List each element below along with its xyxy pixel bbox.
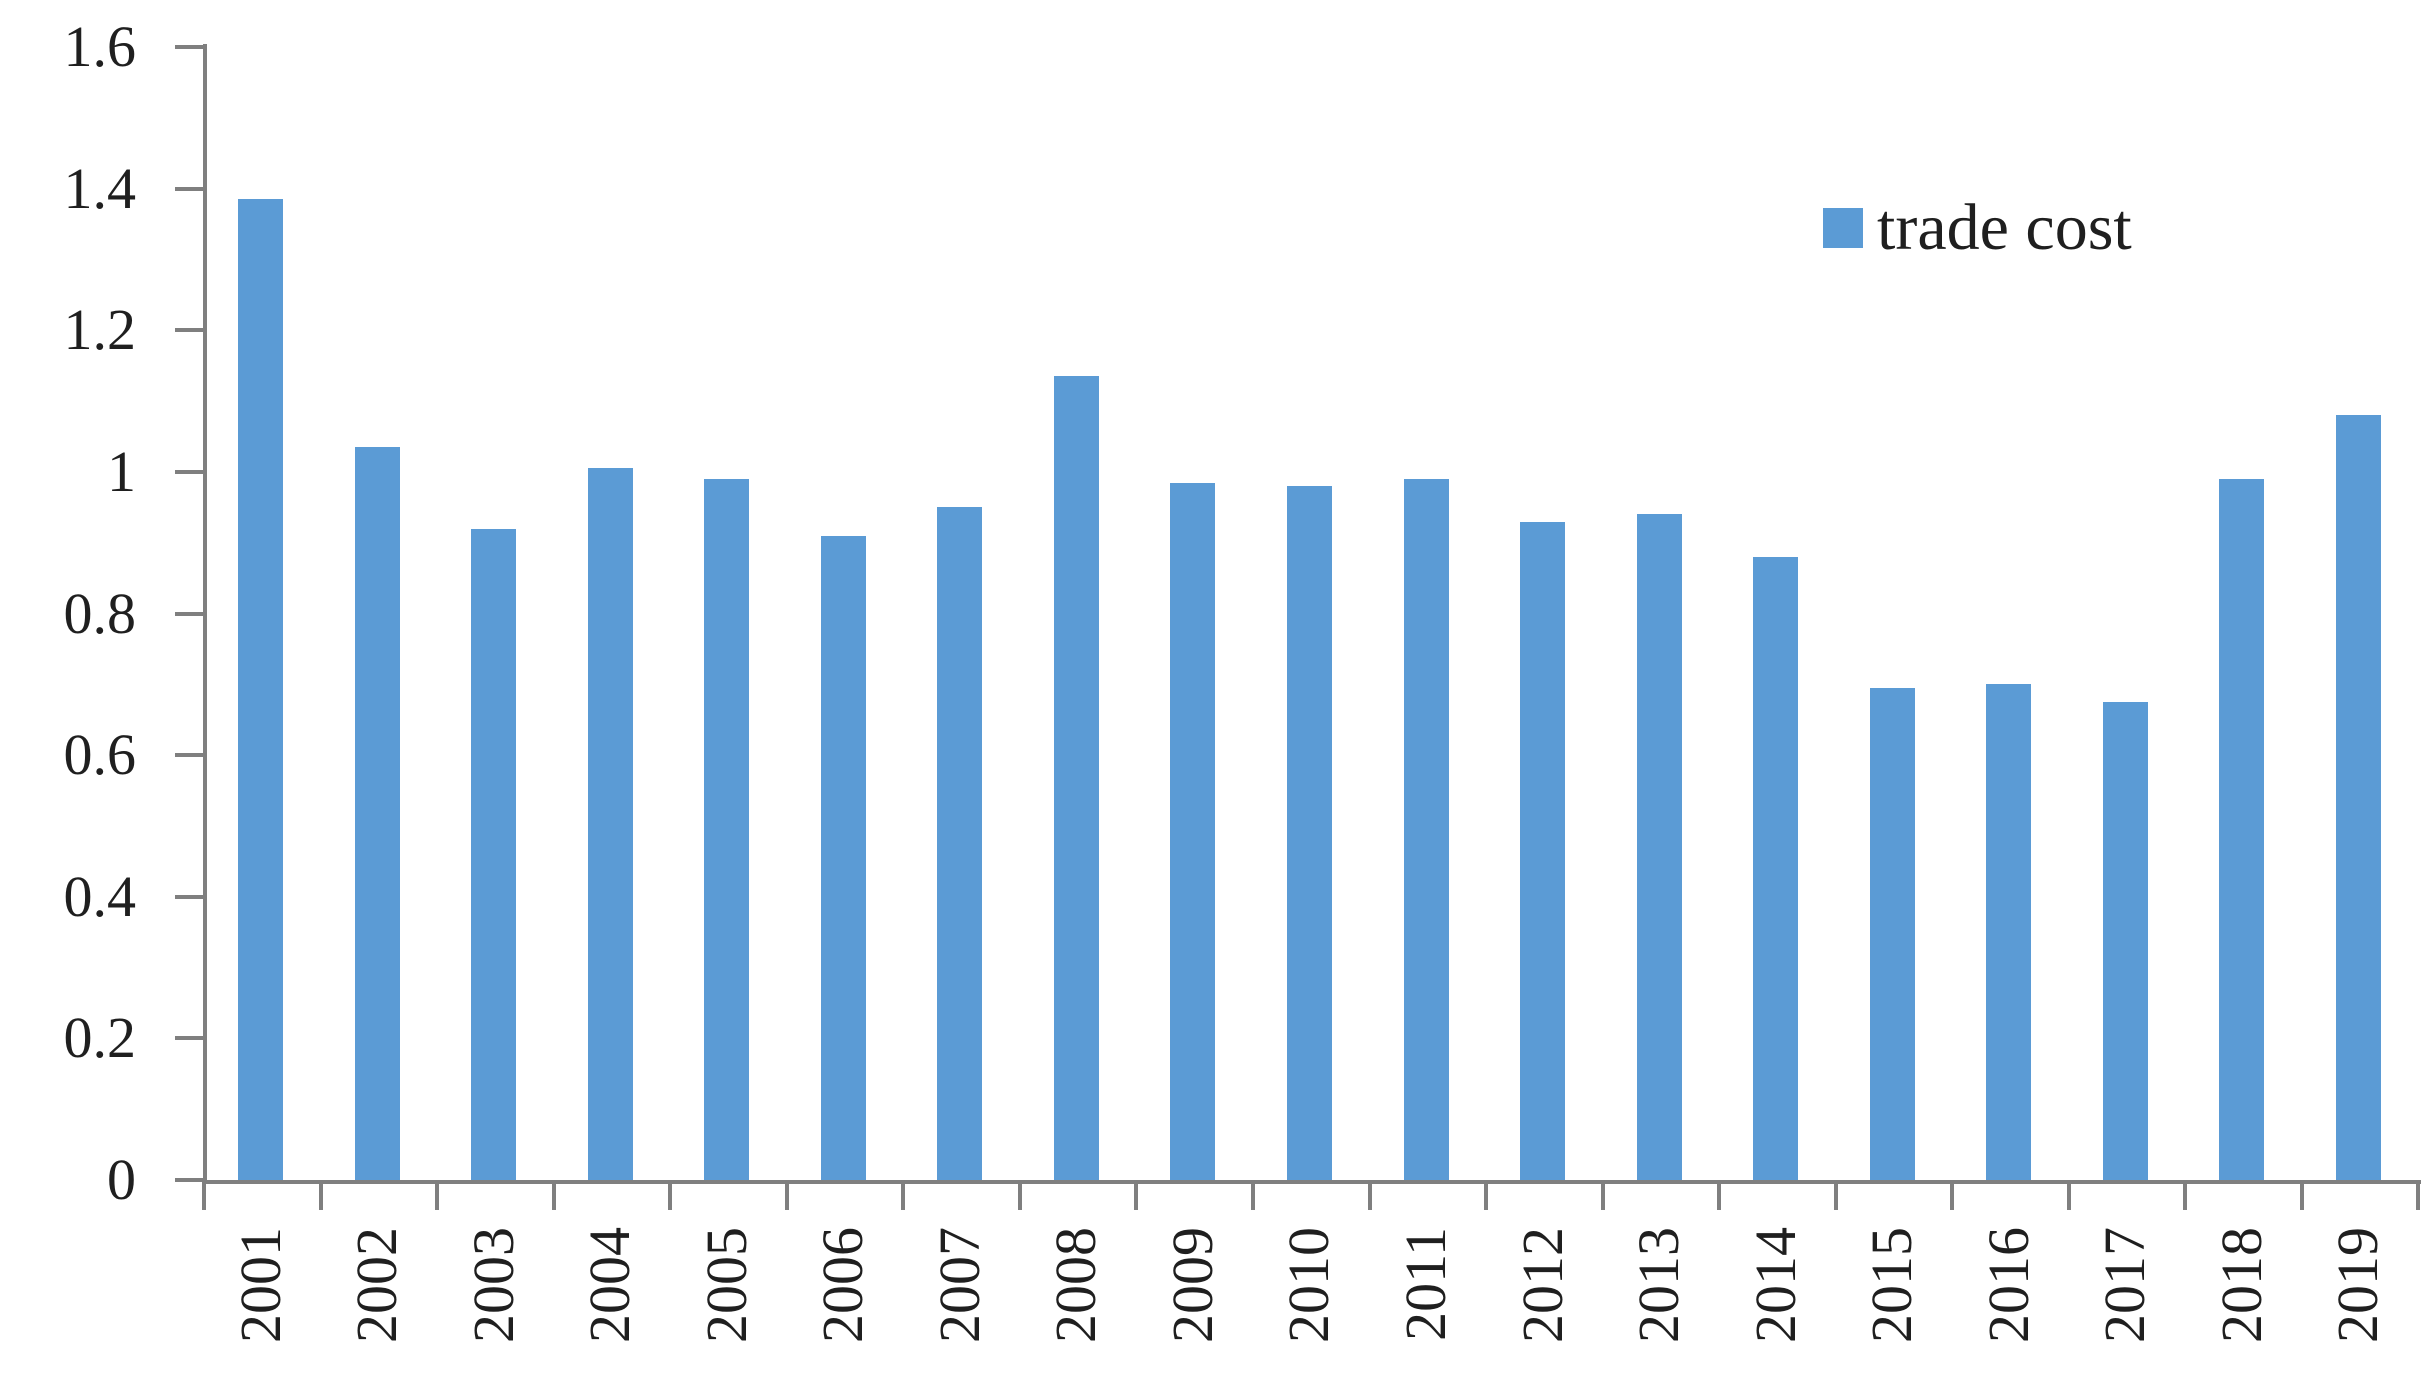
x-axis-tick [1717, 1180, 1722, 1210]
bar-2011 [1404, 479, 1449, 1180]
bar-2009 [1170, 483, 1215, 1180]
x-axis-label-2001: 2001 [228, 1227, 293, 1343]
bar-2012 [1520, 522, 1565, 1180]
bar-2017 [2103, 702, 2148, 1180]
x-axis-label-2005: 2005 [694, 1227, 759, 1343]
bar-2004 [588, 468, 633, 1180]
x-axis-label-2014: 2014 [1743, 1227, 1808, 1343]
x-axis-line [203, 1180, 2421, 1184]
x-axis-label-2018: 2018 [2209, 1227, 2274, 1343]
x-axis-tick [2416, 1180, 2421, 1210]
x-axis-label-2011: 2011 [1393, 1227, 1458, 1341]
x-axis-label-2010: 2010 [1276, 1227, 1341, 1343]
x-axis-tick [1017, 1180, 1022, 1210]
bar-2007 [937, 507, 982, 1180]
y-axis-tick [175, 894, 203, 899]
y-axis-tick-label: 0 [107, 1147, 136, 1212]
y-axis-tick [175, 611, 203, 616]
x-axis-label-2019: 2019 [2325, 1227, 2390, 1343]
x-axis-tick [668, 1180, 673, 1210]
y-axis-tick-label: 1.4 [63, 155, 137, 221]
x-axis-label-2016: 2016 [1976, 1227, 2041, 1343]
y-axis-tick-label: 1.6 [63, 14, 137, 80]
x-axis-label-2004: 2004 [577, 1227, 642, 1343]
bar-2002 [355, 447, 400, 1180]
x-axis-label-2002: 2002 [344, 1227, 409, 1343]
y-axis-tick-label: 0.8 [63, 580, 137, 646]
x-axis-tick [435, 1180, 440, 1210]
x-axis-tick [784, 1180, 789, 1210]
x-axis-label-2003: 2003 [461, 1227, 526, 1343]
x-axis-label-2007: 2007 [927, 1227, 992, 1343]
y-axis-line [203, 44, 207, 1184]
y-axis-tick-label: 0.4 [63, 863, 137, 929]
x-axis-tick [2299, 1180, 2304, 1210]
x-axis-tick [1367, 1180, 1372, 1210]
y-axis-tick-label: 0.6 [63, 722, 137, 788]
legend-swatch-icon [1823, 208, 1863, 248]
bar-2010 [1287, 486, 1332, 1180]
x-axis-label-2015: 2015 [1859, 1227, 1924, 1343]
x-axis-label-2017: 2017 [2092, 1227, 2157, 1343]
x-axis-label-2006: 2006 [810, 1227, 875, 1343]
x-axis-tick [1950, 1180, 1955, 1210]
x-axis-tick [551, 1180, 556, 1210]
bar-2001 [238, 199, 283, 1180]
y-axis-tick-label: 0.2 [63, 1005, 137, 1071]
x-axis-tick [1600, 1180, 1605, 1210]
bar-2005 [704, 479, 749, 1180]
y-axis-tick [175, 753, 203, 758]
y-axis-tick-label: 1.2 [63, 297, 137, 363]
bar-2018 [2219, 479, 2264, 1180]
y-axis-tick [175, 186, 203, 191]
bar-2014 [1753, 557, 1798, 1180]
bar-2006 [821, 536, 866, 1180]
bar-2019 [2336, 415, 2381, 1180]
x-axis-tick [1484, 1180, 1489, 1210]
y-axis-tick [175, 1036, 203, 1041]
x-axis-tick [2066, 1180, 2071, 1210]
x-axis-label-2008: 2008 [1043, 1227, 1108, 1343]
legend-label: trade cost [1877, 191, 2132, 264]
x-axis-tick [1134, 1180, 1139, 1210]
x-axis-tick [318, 1180, 323, 1210]
x-axis-tick [202, 1180, 206, 1210]
bar-2008 [1054, 376, 1099, 1180]
legend: trade cost [1823, 191, 2132, 264]
x-axis-label-2013: 2013 [1626, 1227, 1691, 1343]
x-axis-label-2012: 2012 [1510, 1227, 1575, 1343]
x-axis-tick [1250, 1180, 1255, 1210]
y-axis-tick [175, 45, 203, 50]
bar-2003 [471, 529, 516, 1180]
y-axis-tick-label: 1 [107, 439, 136, 504]
bar-2013 [1637, 514, 1682, 1180]
y-axis-tick [175, 328, 203, 333]
x-axis-label-2009: 2009 [1160, 1227, 1225, 1343]
x-axis-tick [901, 1180, 906, 1210]
y-axis-tick [175, 1178, 203, 1182]
bar-2016 [1986, 684, 2031, 1180]
bar-2015 [1870, 688, 1915, 1180]
x-axis-tick [1833, 1180, 1838, 1210]
y-axis-tick [175, 470, 203, 474]
x-axis-tick [2183, 1180, 2188, 1210]
